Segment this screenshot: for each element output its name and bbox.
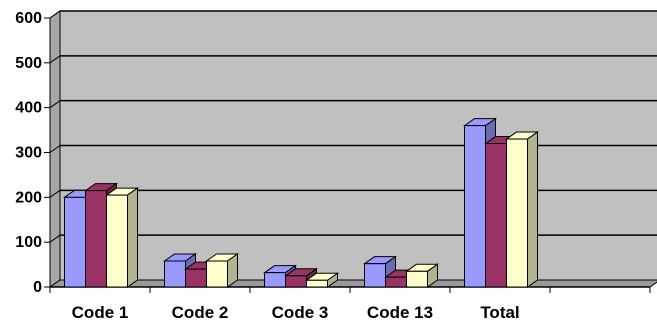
gridline-side (49, 189, 61, 198)
bar-front (264, 272, 286, 288)
y-tick-label: 0 (33, 279, 42, 296)
bar (362, 255, 398, 288)
x-tick-label: Total (480, 303, 519, 322)
bar-front (506, 138, 528, 288)
bar-front (164, 260, 186, 288)
bar (204, 253, 240, 288)
bar-front (306, 279, 328, 288)
y-tick-label: 500 (15, 55, 42, 72)
bar-front (206, 260, 228, 288)
bars (62, 117, 540, 288)
y-tick-label: 300 (15, 145, 42, 162)
gridline-side (49, 10, 61, 19)
gridlines (49, 10, 657, 243)
bar-front (64, 196, 86, 288)
bar-front (185, 268, 207, 288)
x-tick-label: Code 2 (172, 303, 229, 322)
bar (404, 263, 440, 288)
y-tick-label: 600 (15, 10, 42, 27)
bar-front (385, 276, 407, 288)
y-tick-label: 200 (15, 189, 42, 206)
bar-front (485, 143, 507, 288)
bar-front (464, 125, 486, 288)
bar-front (406, 270, 428, 288)
bar-front (285, 275, 307, 288)
bar (304, 272, 340, 288)
gridline-side (49, 100, 61, 109)
bar-front (364, 263, 386, 288)
x-axis-labels: Code 1 Code 2 Code 3 Code 13 Total (49, 287, 651, 322)
y-axis-ticks: 0 100 200 300 400 500 600 (15, 10, 650, 296)
y-tick-label: 100 (15, 234, 42, 251)
x-tick-label: Code 3 (272, 303, 329, 322)
bar-front (85, 190, 107, 288)
bar-side (127, 187, 138, 288)
gridline-side (49, 145, 61, 153)
gridline-side (49, 55, 61, 64)
floor (48, 279, 657, 288)
y-tick-label: 400 (15, 100, 42, 117)
gridline-side (49, 234, 61, 243)
x-tick-label: Code 1 (72, 303, 129, 322)
bar-side (527, 131, 538, 288)
x-tick-label: Code 13 (367, 303, 433, 322)
bar-front (106, 194, 128, 288)
bar (504, 131, 540, 288)
chart-walls (48, 10, 657, 288)
bar (104, 187, 140, 288)
